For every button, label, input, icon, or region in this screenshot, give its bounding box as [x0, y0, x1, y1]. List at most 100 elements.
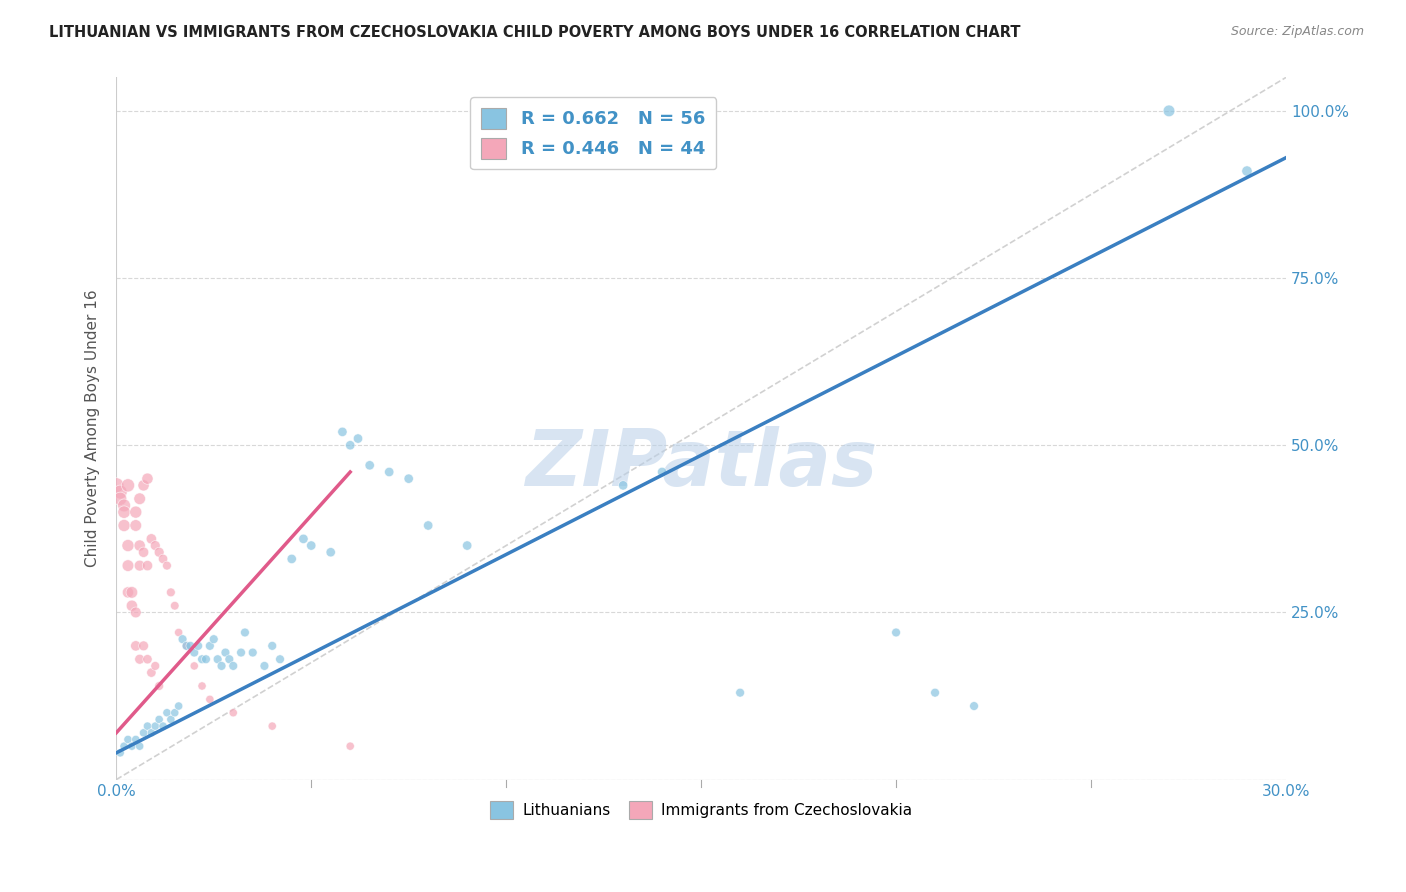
Point [924, 686, 946, 700]
Point [108, 485, 131, 500]
Point [339, 438, 361, 452]
Point [233, 625, 256, 640]
Point [141, 665, 163, 680]
Text: Source: ZipAtlas.com: Source: ZipAtlas.com [1230, 25, 1364, 38]
Text: LITHUANIAN VS IMMIGRANTS FROM CZECHOSLOVAKIA CHILD POVERTY AMONG BOYS UNDER 16 C: LITHUANIAN VS IMMIGRANTS FROM CZECHOSLOV… [49, 25, 1021, 40]
Point [207, 652, 229, 666]
Point [398, 472, 420, 486]
Point [136, 652, 159, 666]
Point [128, 739, 150, 754]
Point [222, 659, 245, 673]
Point [179, 639, 201, 653]
Point [347, 432, 370, 446]
Point [299, 539, 322, 553]
Point [112, 739, 135, 754]
Point [269, 652, 291, 666]
Point [884, 625, 907, 640]
Y-axis label: Child Poverty Among Boys Under 16: Child Poverty Among Boys Under 16 [86, 290, 100, 567]
Point [229, 646, 252, 660]
Point [214, 646, 236, 660]
Point [176, 639, 198, 653]
Point [332, 425, 354, 439]
Point [728, 686, 751, 700]
Point [191, 679, 214, 693]
Point [222, 706, 245, 720]
Point [1236, 164, 1258, 178]
Point [160, 585, 183, 599]
Point [132, 639, 155, 653]
Point [156, 706, 179, 720]
Point [963, 699, 986, 714]
Point [339, 739, 361, 754]
Point [183, 659, 205, 673]
Point [167, 625, 190, 640]
Point [108, 491, 131, 506]
Point [125, 732, 148, 747]
Point [187, 639, 209, 653]
Point [292, 532, 315, 546]
Point [128, 652, 150, 666]
Point [125, 606, 148, 620]
Point [191, 652, 214, 666]
Point [121, 739, 143, 754]
Point [117, 539, 139, 553]
Point [612, 478, 634, 492]
Point [456, 539, 478, 553]
Point [141, 726, 163, 740]
Point [117, 478, 139, 492]
Point [117, 558, 139, 573]
Point [172, 632, 194, 647]
Point [176, 639, 198, 653]
Point [152, 719, 174, 733]
Point [262, 719, 284, 733]
Point [280, 552, 302, 566]
Point [136, 558, 159, 573]
Point [112, 499, 135, 513]
Point [125, 639, 148, 653]
Point [319, 545, 342, 559]
Point [148, 545, 170, 559]
Point [105, 478, 128, 492]
Text: ZIPatlas: ZIPatlas [524, 425, 877, 501]
Point [152, 552, 174, 566]
Point [651, 465, 673, 479]
Point [125, 505, 148, 519]
Point [163, 599, 186, 613]
Point [198, 639, 221, 653]
Point [128, 491, 150, 506]
Point [253, 659, 276, 673]
Point [141, 532, 163, 546]
Point [121, 585, 143, 599]
Point [1157, 103, 1180, 118]
Point [211, 659, 233, 673]
Point [242, 646, 264, 660]
Point [112, 505, 135, 519]
Point [136, 719, 159, 733]
Point [143, 719, 166, 733]
Point [108, 746, 131, 760]
Point [148, 679, 170, 693]
Point [202, 632, 225, 647]
Point [117, 732, 139, 747]
Point [183, 646, 205, 660]
Point [136, 472, 159, 486]
Point [167, 699, 190, 714]
Point [194, 652, 217, 666]
Point [163, 706, 186, 720]
Point [125, 518, 148, 533]
Point [132, 545, 155, 559]
Point [418, 518, 440, 533]
Point [262, 639, 284, 653]
Point [132, 478, 155, 492]
Point [198, 692, 221, 706]
Point [112, 518, 135, 533]
Legend: Lithuanians, Immigrants from Czechoslovakia: Lithuanians, Immigrants from Czechoslova… [484, 795, 918, 824]
Point [128, 539, 150, 553]
Point [128, 558, 150, 573]
Point [121, 599, 143, 613]
Point [148, 713, 170, 727]
Point [143, 659, 166, 673]
Point [218, 652, 240, 666]
Point [359, 458, 381, 473]
Point [160, 713, 183, 727]
